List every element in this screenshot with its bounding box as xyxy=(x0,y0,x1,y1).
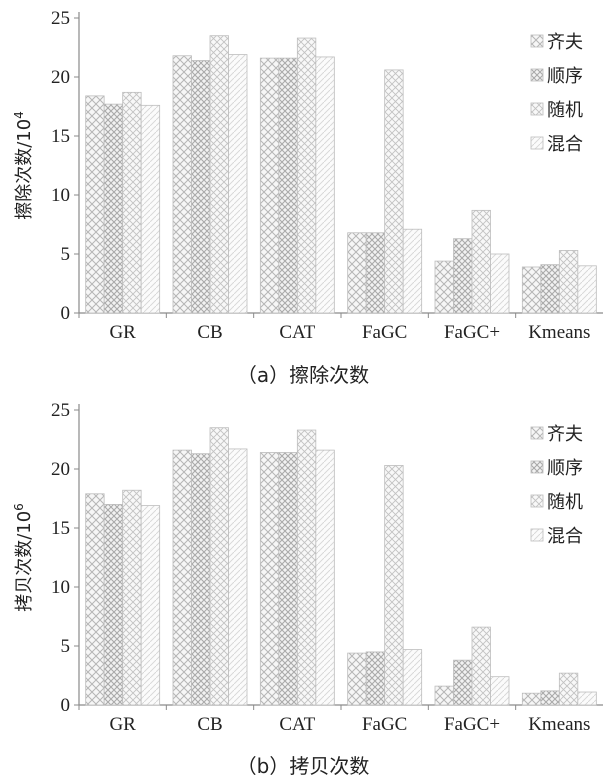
y-tick-label: 25 xyxy=(51,8,70,29)
bar xyxy=(122,489,142,706)
chart-panel-erase-count: 0 5 10 15 20 25 擦除次数/104 GR CB CAT FaGC FaGC+ Kmeans… xyxy=(12,8,603,387)
bar xyxy=(577,265,597,314)
bar xyxy=(85,95,105,314)
legend-swatch xyxy=(530,68,544,82)
bar xyxy=(315,449,335,706)
legend-label: 随机 xyxy=(547,492,583,513)
legend-swatch xyxy=(530,460,544,474)
bar xyxy=(558,672,579,706)
x-tick-label: Kmeans xyxy=(528,322,590,343)
bar xyxy=(434,260,454,314)
bar xyxy=(434,685,454,706)
bar xyxy=(577,691,597,706)
bar xyxy=(471,626,491,706)
bar xyxy=(471,209,491,314)
legend-label: 混合 xyxy=(547,526,583,547)
chart-panel-copy-count: 0 5 10 15 20 25 拷贝次数/106 GR CB CAT FaGC FaGC+ Kmeans… xyxy=(12,400,603,778)
y-axis-label-exponent: 6 xyxy=(12,503,26,511)
x-tick-label: CB xyxy=(197,714,222,735)
bar xyxy=(296,37,317,314)
bar xyxy=(521,692,542,706)
x-tick-label: FaGC+ xyxy=(444,322,500,343)
bar xyxy=(191,453,211,706)
figure-caption: （b）拷贝次数 xyxy=(237,754,370,778)
x-tick-label: CB xyxy=(197,322,222,343)
legend-swatch xyxy=(530,494,544,508)
bar xyxy=(228,448,248,706)
y-tick-label: 20 xyxy=(51,459,70,480)
bar xyxy=(172,55,192,314)
y-tick-label: 5 xyxy=(61,244,71,265)
figure-caption: （a）擦除次数 xyxy=(237,363,369,387)
bar xyxy=(315,56,335,314)
bar xyxy=(278,57,298,314)
y-axis-label: 拷贝次数/106 xyxy=(12,503,35,612)
legend-label: 齐夫 xyxy=(547,32,583,53)
bar xyxy=(521,266,542,314)
y-tick-label: 5 xyxy=(61,636,71,657)
y-tick-label: 0 xyxy=(61,303,71,324)
bar xyxy=(453,238,473,314)
legend-label: 混合 xyxy=(547,134,583,155)
bar xyxy=(122,91,142,314)
legend-label: 随机 xyxy=(547,100,583,121)
y-tick-label: 20 xyxy=(51,67,70,88)
bar xyxy=(365,232,386,314)
legend-swatch xyxy=(530,136,544,150)
bar xyxy=(453,659,473,706)
bar xyxy=(384,69,404,314)
bar xyxy=(228,54,248,314)
bar xyxy=(191,60,211,314)
bar xyxy=(540,690,560,706)
bar xyxy=(85,493,105,706)
bar xyxy=(347,652,367,706)
bar xyxy=(209,427,229,706)
bar xyxy=(365,651,386,706)
bar xyxy=(490,676,510,706)
x-tick-label: CAT xyxy=(279,714,315,735)
bar xyxy=(259,57,280,314)
legend-label: 顺序 xyxy=(547,458,583,479)
bar xyxy=(278,452,298,706)
y-tick-label: 25 xyxy=(51,400,70,421)
bar xyxy=(347,232,367,314)
legend-label: 齐夫 xyxy=(547,424,583,445)
bar xyxy=(558,250,579,314)
x-tick-label: FaGC xyxy=(362,322,407,343)
x-tick-label: FaGC+ xyxy=(444,714,500,735)
legend-label: 顺序 xyxy=(547,66,583,87)
x-tick-label: Kmeans xyxy=(528,714,590,735)
y-tick-label: 15 xyxy=(51,126,70,147)
bar xyxy=(140,505,161,706)
legend-swatch xyxy=(530,426,544,440)
x-tick-label: GR xyxy=(109,322,136,343)
y-tick-label: 10 xyxy=(51,577,70,598)
bar xyxy=(209,35,229,314)
bar xyxy=(259,452,280,706)
bar xyxy=(172,449,192,706)
bar xyxy=(384,465,404,706)
legend-swatch xyxy=(530,528,544,542)
y-tick-label: 15 xyxy=(51,518,70,539)
bar xyxy=(103,103,124,314)
y-tick-label: 10 xyxy=(51,185,70,206)
bar xyxy=(402,228,423,314)
x-tick-label: FaGC xyxy=(362,714,407,735)
bar xyxy=(140,104,161,314)
x-tick-label: CAT xyxy=(279,322,315,343)
legend-swatch xyxy=(530,34,544,48)
bar xyxy=(103,503,124,706)
bar xyxy=(490,253,510,314)
y-axis-label-exponent: 4 xyxy=(12,111,26,119)
bar xyxy=(296,429,317,706)
y-axis-label: 擦除次数/104 xyxy=(12,111,35,220)
x-tick-label: GR xyxy=(109,714,136,735)
bar xyxy=(402,649,423,706)
y-tick-label: 0 xyxy=(61,695,71,716)
bar xyxy=(540,264,560,314)
legend-swatch xyxy=(530,102,544,116)
